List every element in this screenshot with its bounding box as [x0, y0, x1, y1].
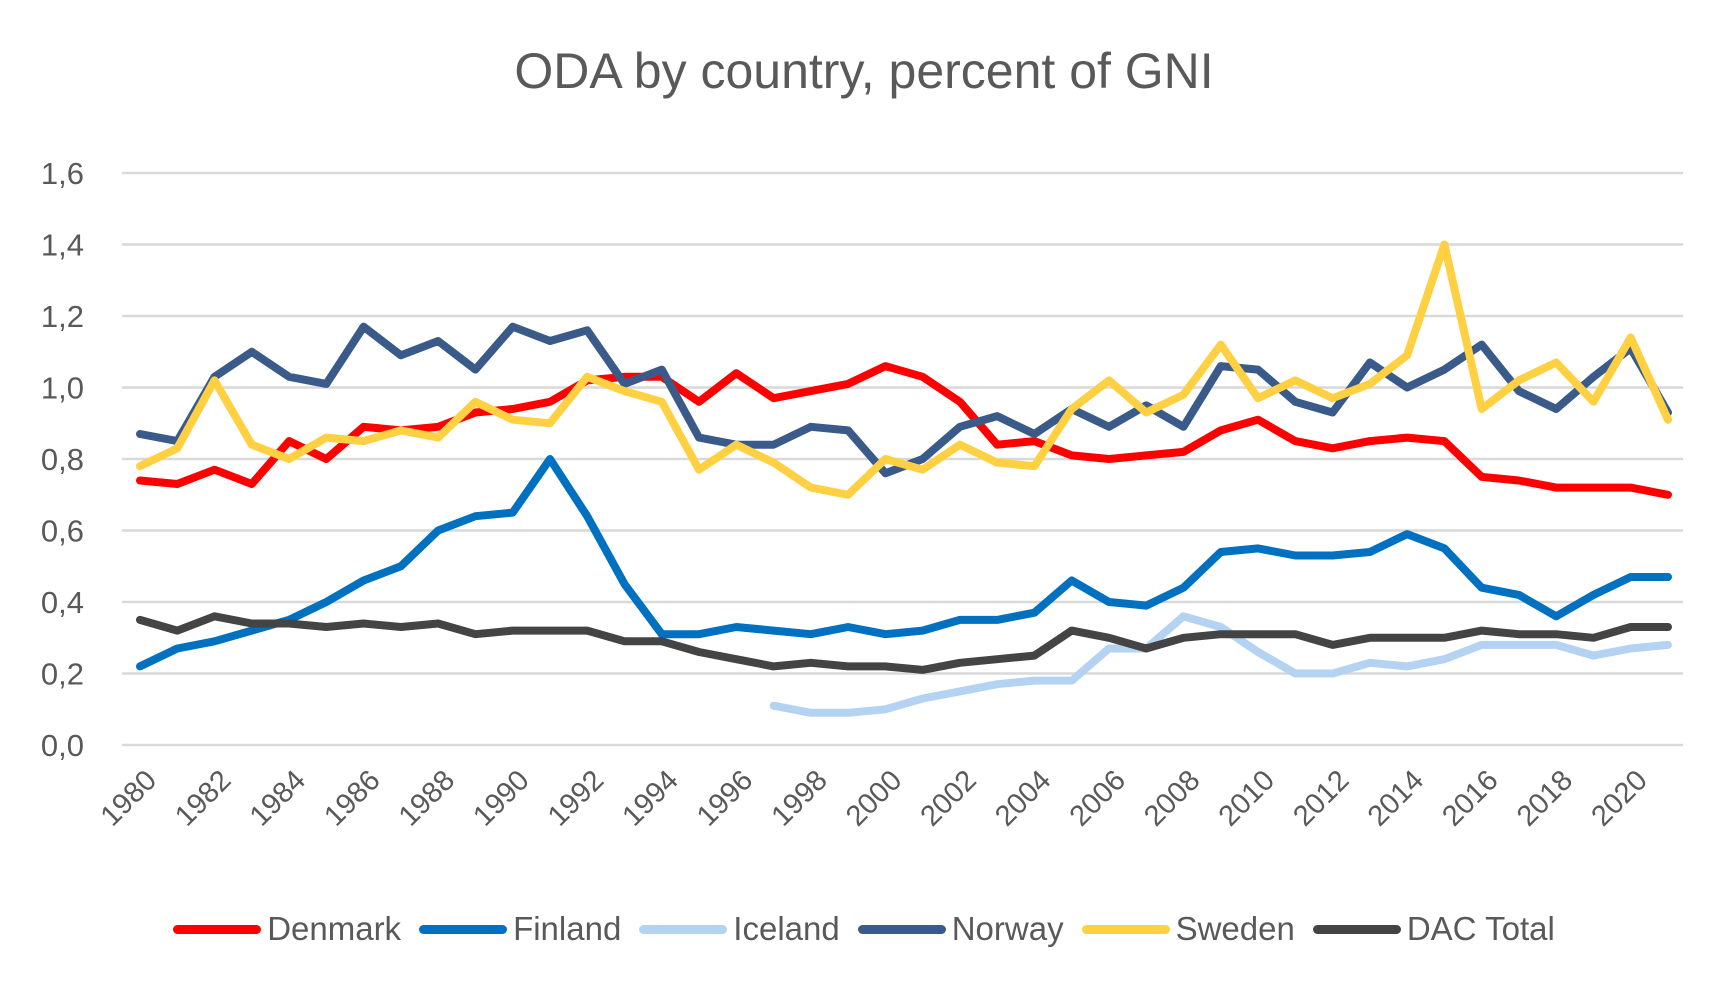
x-tick-label: 2004	[989, 764, 1057, 832]
x-tick-label: 2020	[1585, 764, 1653, 832]
x-tick-label: 1990	[467, 764, 535, 832]
legend: Denmark Finland Iceland Norway Sweden DAC Tot…	[0, 910, 1728, 948]
x-tick-label: 2000	[840, 764, 908, 832]
legend-label: Denmark	[267, 910, 402, 947]
x-tick-label: 2010	[1213, 764, 1281, 832]
legend-swatch	[419, 924, 508, 934]
legend-swatch	[639, 924, 728, 934]
x-tick-label: 1980	[95, 764, 163, 832]
y-tick-label: 0,8	[41, 442, 84, 477]
x-tick-label: 2002	[915, 764, 983, 832]
legend-label: Norway	[951, 910, 1064, 947]
legend-item-denmark: Denmark	[173, 910, 401, 948]
legend-swatch	[857, 924, 946, 934]
x-tick-label: 2018	[1511, 764, 1579, 832]
y-tick-label: 0,0	[41, 728, 84, 763]
x-tick-label: 1994	[616, 764, 684, 832]
x-tick-label: 1996	[691, 764, 759, 832]
legend-item-sweden: Sweden	[1081, 910, 1295, 948]
y-tick-label: 1,2	[41, 299, 84, 334]
y-tick-label: 1,0	[41, 371, 84, 406]
y-axis: 0,0 0,2 0,4 0,6 0,8 1,0 1,2 1,4 1,6	[41, 156, 84, 763]
y-tick-label: 0,2	[41, 657, 84, 692]
series-line-denmark	[136, 362, 1672, 499]
x-tick-label: 1992	[542, 764, 610, 832]
y-tick-label: 0,4	[41, 585, 84, 620]
x-tick-label: 2006	[1064, 764, 1132, 832]
series-line-dac-total	[136, 612, 1672, 674]
x-tick-label: 1984	[244, 764, 312, 832]
x-tick-label: 1988	[393, 764, 461, 832]
legend-swatch	[1312, 924, 1401, 934]
series-line-norway	[136, 322, 1672, 478]
legend-swatch	[173, 924, 262, 934]
series-line-iceland	[769, 612, 1672, 717]
series-line-sweden	[136, 240, 1672, 499]
x-axis: 1980 1982 1984 1986 1988 1990 1992 1994 1996 1998…	[95, 764, 1654, 832]
series-lines	[136, 240, 1672, 717]
y-tick-label: 1,4	[41, 228, 84, 263]
x-tick-label: 2014	[1362, 764, 1430, 832]
x-tick-label: 1998	[766, 764, 834, 832]
chart-title: ODA by country, percent of GNI	[514, 43, 1214, 99]
legend-item-norway: Norway	[857, 910, 1064, 948]
x-tick-label: 2008	[1138, 764, 1206, 832]
legend-swatch	[1081, 924, 1170, 934]
legend-label: DAC Total	[1406, 910, 1555, 947]
legend-label: Finland	[513, 910, 622, 947]
series-line-finland	[136, 455, 1672, 671]
legend-item-iceland: Iceland	[639, 910, 840, 948]
x-tick-label: 1982	[169, 764, 237, 832]
legend-label: Sweden	[1175, 910, 1295, 947]
x-tick-label: 2016	[1436, 764, 1504, 832]
legend-item-finland: Finland	[419, 910, 621, 948]
legend-item-dac-total: DAC Total	[1312, 910, 1555, 948]
legend-label: Iceland	[733, 910, 840, 947]
y-tick-label: 1,6	[41, 156, 84, 191]
x-tick-label: 1986	[318, 764, 386, 832]
y-tick-label: 0,6	[41, 514, 84, 549]
x-tick-label: 2012	[1287, 764, 1355, 832]
